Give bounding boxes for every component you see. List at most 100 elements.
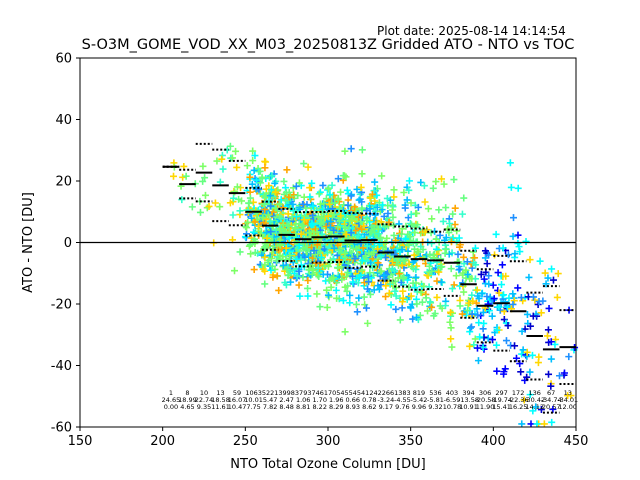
data-point	[422, 294, 430, 302]
data-point	[328, 219, 336, 227]
data-point	[376, 253, 384, 261]
bin-std-label: 15.41	[492, 403, 511, 411]
data-point	[314, 264, 322, 272]
data-point	[480, 319, 488, 327]
scatter-points	[169, 142, 579, 428]
data-point	[314, 212, 322, 220]
data-point	[438, 175, 446, 183]
data-point	[464, 270, 472, 278]
data-point	[398, 298, 406, 306]
data-point	[341, 249, 349, 257]
data-point	[363, 242, 371, 250]
data-point	[493, 326, 501, 334]
chart-title: S-O3M_GOME_VOD_XX_M03_20250813Z Gridded …	[82, 37, 575, 53]
data-point	[469, 248, 477, 256]
data-point	[449, 210, 457, 218]
data-point	[542, 280, 550, 288]
data-point	[347, 192, 355, 200]
data-point	[407, 210, 415, 218]
data-point	[384, 202, 392, 210]
data-point	[560, 369, 568, 377]
data-point	[268, 262, 276, 270]
bin-std-label: 9.96	[412, 403, 426, 411]
data-point	[382, 293, 390, 301]
bin-std-label: 8.81	[296, 403, 310, 411]
data-point	[514, 284, 522, 292]
data-point	[442, 234, 450, 242]
data-point	[493, 367, 501, 375]
data-point	[333, 294, 341, 302]
data-point	[435, 268, 443, 276]
data-point	[386, 280, 394, 288]
data-point	[411, 229, 419, 237]
data-point	[275, 286, 283, 294]
data-point	[413, 300, 421, 308]
data-point	[348, 233, 356, 241]
data-point	[334, 194, 342, 202]
data-point	[232, 147, 240, 155]
data-point	[318, 214, 326, 222]
data-point	[526, 256, 534, 264]
data-point	[375, 285, 383, 293]
data-point	[389, 213, 397, 221]
data-point	[484, 334, 492, 342]
data-point	[489, 281, 497, 289]
data-point	[341, 283, 349, 291]
x-tick-label: 450	[564, 434, 589, 449]
data-point	[323, 303, 331, 311]
data-point	[485, 307, 493, 315]
data-point	[255, 222, 263, 230]
data-point	[354, 279, 362, 287]
bin-mean-label: -19.74	[491, 396, 512, 404]
bin-n-label: 136	[528, 389, 540, 397]
data-point	[344, 201, 352, 209]
data-point	[325, 200, 333, 208]
data-point	[398, 261, 406, 269]
data-point	[282, 281, 290, 289]
data-point	[341, 223, 349, 231]
data-point	[511, 342, 519, 350]
bin-n-label: 172	[512, 389, 524, 397]
data-point	[309, 211, 317, 219]
x-tick-label: 250	[233, 434, 258, 449]
data-point	[412, 273, 420, 281]
bin-std-label: 10.91	[459, 403, 478, 411]
bin-mean-label: -5.42	[411, 396, 428, 404]
data-point	[551, 340, 559, 348]
data-point	[358, 198, 366, 206]
data-point	[390, 193, 398, 201]
data-point	[545, 370, 553, 378]
data-point	[251, 218, 259, 226]
data-point	[462, 266, 470, 274]
bin-n-label: 7461	[311, 389, 328, 397]
data-point	[489, 336, 497, 344]
data-point	[334, 264, 342, 272]
data-point	[353, 308, 361, 316]
data-point	[374, 225, 382, 233]
data-point	[353, 185, 361, 193]
data-point	[535, 298, 543, 306]
data-point	[342, 230, 350, 238]
data-point	[358, 266, 366, 274]
data-point	[371, 197, 379, 205]
bin-n-label: 13	[564, 389, 572, 397]
data-point	[277, 196, 285, 204]
data-point	[436, 231, 444, 239]
data-point	[473, 286, 481, 294]
data-point	[359, 244, 367, 252]
data-point	[488, 312, 496, 320]
data-point	[383, 194, 391, 202]
data-point	[250, 228, 258, 236]
data-point	[216, 203, 224, 211]
data-point	[424, 272, 432, 280]
data-point	[403, 196, 411, 204]
data-point	[196, 208, 204, 216]
data-point	[375, 242, 383, 250]
data-point	[294, 192, 302, 200]
x-tick-label: 150	[68, 434, 93, 449]
data-point	[565, 353, 573, 361]
data-point	[341, 147, 349, 155]
data-point	[544, 274, 552, 282]
bin-n-label: 394	[462, 389, 474, 397]
data-point	[295, 220, 303, 228]
